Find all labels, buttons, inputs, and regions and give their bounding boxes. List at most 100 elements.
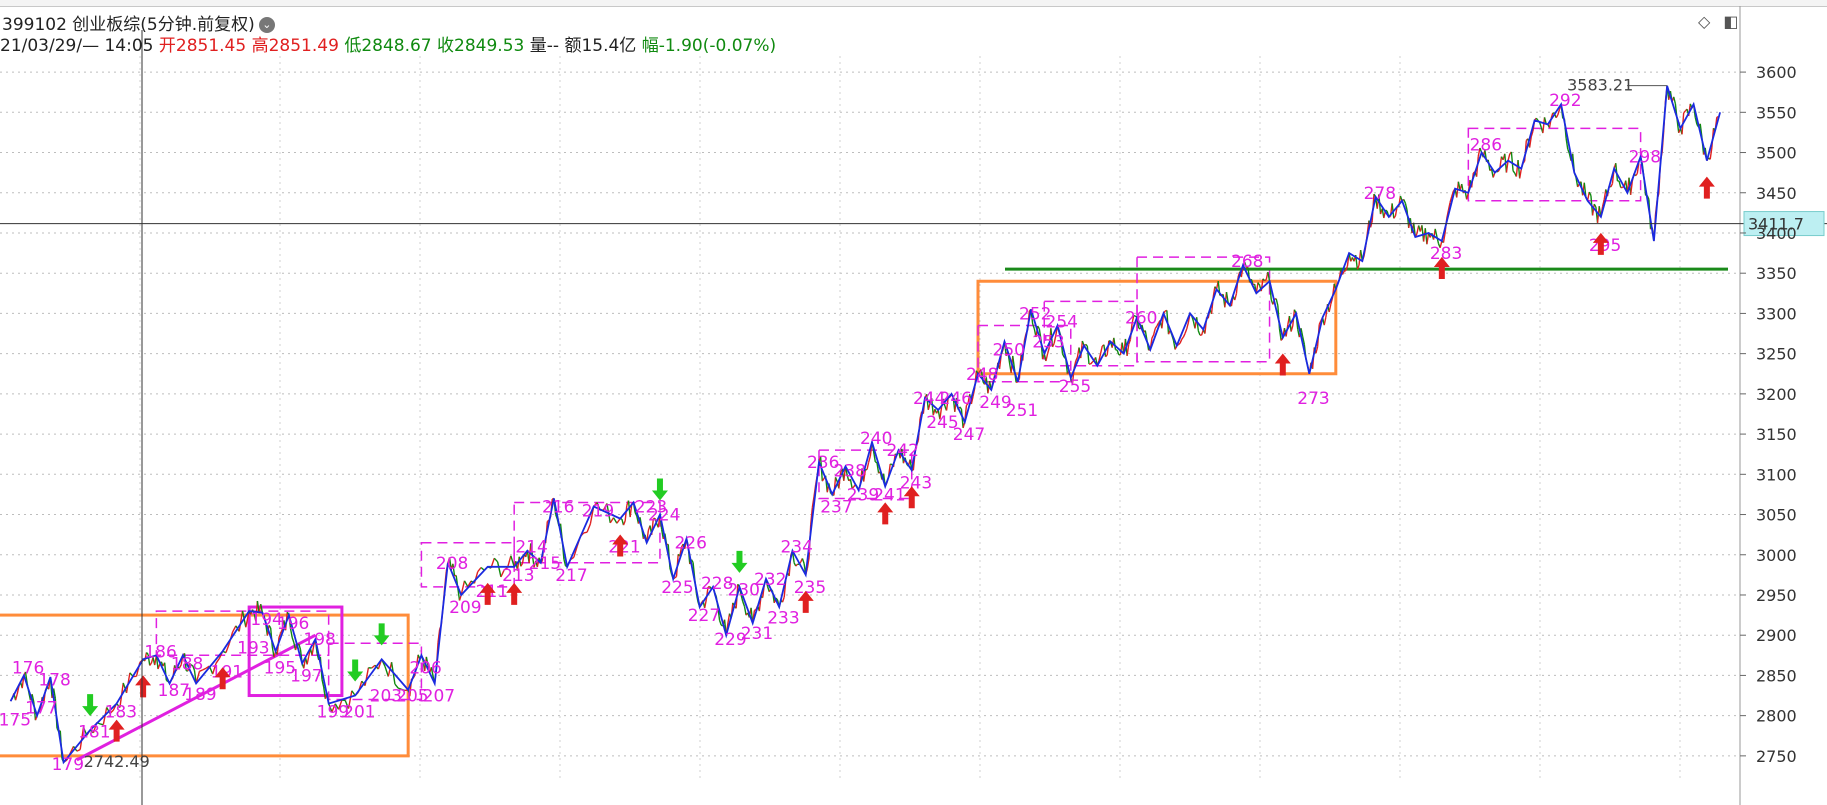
price-trace-segment	[147, 654, 151, 666]
price-trace-segment	[727, 613, 731, 624]
price-trace-segment	[573, 546, 578, 558]
price-trace-segment	[927, 403, 931, 411]
price-trace-segment	[149, 662, 152, 666]
price-trace-segment	[518, 556, 522, 567]
diamond-icon[interactable]: ◇	[1698, 12, 1711, 31]
price-trace-segment	[1542, 117, 1546, 134]
price-trace-segment	[703, 599, 708, 609]
panel-toggle-icon[interactable]: ◧	[1723, 12, 1739, 31]
price-trace-segment	[1490, 168, 1494, 178]
sell-arrow-icon	[651, 478, 668, 501]
price-line-layer	[9, 85, 1721, 765]
price-trace-segment	[1323, 316, 1327, 326]
wave-label: 214	[515, 538, 547, 558]
price-trace-segment	[1315, 346, 1319, 354]
price-trace-segment	[1195, 317, 1200, 331]
wave-label: 195	[264, 658, 296, 678]
price-trace-segment	[500, 569, 505, 578]
price-trace-segment	[742, 601, 746, 607]
wave-label: 237	[820, 497, 852, 517]
price-trace-segment	[231, 625, 237, 633]
price-trace-segment	[371, 664, 376, 669]
price-trace-segment	[520, 563, 524, 567]
zone-box-magenta-dash	[977, 324, 1072, 383]
sell-arrow-icon	[347, 659, 364, 682]
wave-label: 247	[953, 425, 985, 445]
price-trace-segment	[192, 665, 196, 671]
chevron-down-icon[interactable]: ⌄	[258, 17, 275, 33]
price-trace-segment	[1530, 130, 1534, 137]
wave-label: 224	[648, 506, 680, 526]
price-trace-segment	[1131, 315, 1135, 324]
wave-label: 186	[144, 642, 176, 662]
price-trace-segment	[1618, 180, 1622, 188]
zone-box-magenta-dash	[818, 449, 913, 500]
price-trace-segment	[1061, 353, 1065, 358]
price-trace-segment	[245, 610, 250, 628]
y-tick-label-3150: 3150	[1756, 425, 1797, 444]
y-tick-label-2750: 2750	[1756, 747, 1797, 766]
price-trace-segment	[801, 558, 805, 564]
y-axis-layer: 2750 2800 2850 2900 2950 3000 3050 3100 3150 3200…	[1740, 63, 1797, 766]
wave-label: 245	[926, 413, 958, 433]
price-trace-segment	[624, 505, 628, 521]
price-trace-segment	[965, 402, 969, 406]
high-value: 2851.49	[268, 36, 339, 56]
price-trace-segment	[1037, 325, 1040, 330]
price-trace-segment	[157, 664, 161, 670]
wave-label: 241	[873, 485, 905, 505]
price-trace-segment	[1593, 203, 1597, 208]
price-trace-segment	[1518, 168, 1523, 179]
wave-label: 194	[250, 610, 282, 630]
price-trace-segment	[1555, 114, 1559, 119]
price-trace-segment	[215, 658, 220, 664]
price-trace-segment	[1045, 353, 1049, 362]
price-trace-segment	[401, 688, 406, 692]
price-trace-segment	[506, 555, 512, 568]
price-trace-segment	[1512, 170, 1516, 174]
y-tick-label-3450: 3450	[1756, 184, 1797, 203]
price-trace-segment	[1113, 337, 1117, 350]
wave-label: 206	[409, 658, 441, 678]
price-trace-segment	[31, 694, 35, 703]
price-trace-segment	[531, 554, 535, 568]
wave-label: 260	[1125, 308, 1157, 328]
y-tick-label-3000: 3000	[1756, 546, 1797, 565]
y-tick-label-3250: 3250	[1756, 345, 1797, 364]
wave-label: 183	[105, 703, 137, 723]
price-trace-segment	[1156, 322, 1160, 327]
price-trace-segment	[321, 679, 325, 688]
price-trace-segment	[1186, 322, 1190, 330]
price-trace-segment	[331, 703, 336, 713]
buy-arrow-icon	[903, 486, 920, 509]
open-value: 2851.45	[175, 36, 247, 56]
wave-label: 234	[780, 538, 812, 558]
price-trace-segment	[1179, 339, 1183, 344]
wave-label: 254	[1046, 312, 1078, 332]
wave-label: 278	[1364, 184, 1396, 204]
price-trace-segment	[679, 547, 683, 557]
price-trace-segment	[810, 507, 814, 526]
price-trace-segment	[781, 596, 785, 603]
close-label: 收	[437, 36, 455, 56]
wave-label: 179	[52, 755, 84, 775]
price-trace-segment	[344, 700, 350, 709]
volume-label: 量--	[529, 36, 560, 56]
wave-label: 189	[184, 685, 216, 705]
wave-label: 246	[940, 389, 972, 409]
wave-label: 235	[794, 578, 826, 598]
change-value: -1.90(-0.07%)	[658, 36, 777, 56]
low-annotation-label: 2742.49	[84, 752, 150, 771]
price-trace-segment	[536, 557, 540, 568]
wave-label: 216	[542, 497, 574, 517]
price-trace-segment	[811, 496, 815, 508]
price-trace-segment	[1099, 345, 1103, 354]
wave-label: 193	[237, 638, 269, 658]
wave-label: 227	[688, 606, 720, 626]
price-trace-segment	[145, 652, 149, 655]
price-trace-segment	[1290, 325, 1294, 332]
price-trace-segment	[1264, 279, 1267, 282]
price-trace-segment	[1403, 199, 1407, 204]
wave-label: 228	[701, 574, 733, 594]
